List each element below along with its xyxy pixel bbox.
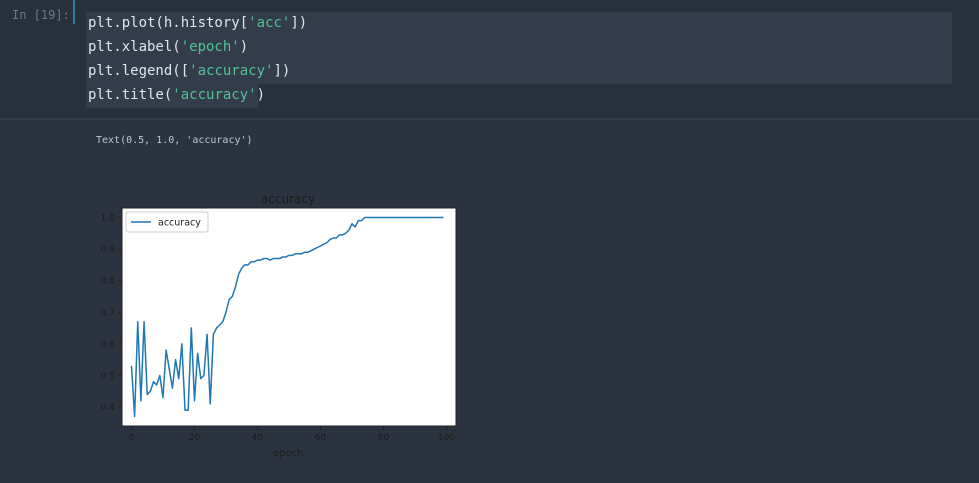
output-separator	[0, 118, 979, 120]
input-cell[interactable]: In [19]: plt.plot(h.history['acc']) plt.x…	[0, 0, 979, 118]
chart-title: accuracy	[261, 192, 315, 206]
code-token: plt.xlabel(	[88, 39, 181, 55]
code-token: )	[256, 87, 266, 103]
accuracy-chart: accuracy epoch 0 20 40 60 80 100 0.4 0.5 0.6 0.7 0…	[101, 192, 457, 459]
code-line-bg	[86, 84, 258, 108]
cell-focus-bar	[73, 0, 75, 24]
y-tick-label: 0.9	[101, 245, 116, 255]
code-token: plt.legend([	[88, 63, 190, 79]
chart-xlabel: epoch	[273, 448, 303, 459]
code-line: plt.title('accuracy')	[88, 86, 265, 104]
code-string-token: 'acc'	[248, 15, 291, 31]
cell-prompt: In [19]:	[12, 8, 70, 22]
x-tick-label: 80	[378, 433, 390, 443]
y-tick-label: 0.8	[101, 277, 116, 287]
code-string-token: 'accuracy'	[189, 63, 274, 79]
series-line-accuracy	[130, 216, 444, 418]
x-tick-label: 60	[315, 433, 327, 443]
code-token: plt.title(	[88, 87, 173, 103]
x-tick-label: 100	[438, 433, 455, 443]
y-tick-label: 0.4	[101, 403, 116, 413]
chart-legend	[125, 211, 209, 233]
code-token: plt.plot(h.history[	[88, 15, 249, 31]
y-tick-label: 0.5	[101, 371, 115, 381]
code-line: plt.plot(h.history['acc'])	[88, 14, 307, 32]
code-token: ])	[290, 15, 308, 31]
code-line: plt.legend(['accuracy'])	[88, 62, 290, 80]
x-tick-label: 20	[189, 433, 201, 443]
y-tick-label: 1.0	[101, 213, 116, 223]
output-text: Text(0.5, 1.0, 'accuracy')	[96, 135, 253, 146]
x-tick-label: 0	[129, 433, 135, 443]
code-token: )	[239, 39, 249, 55]
code-editor[interactable]	[86, 12, 952, 84]
code-token: ])	[273, 63, 291, 79]
y-tick-label: 0.7	[101, 308, 115, 318]
x-tick-label: 40	[252, 433, 264, 443]
code-line: plt.xlabel('epoch')	[88, 38, 248, 56]
code-string-token: 'epoch'	[180, 39, 240, 55]
code-string-token: 'accuracy'	[172, 87, 257, 103]
plot-area	[121, 207, 457, 427]
y-tick-label: 0.6	[101, 340, 116, 350]
legend-label: accuracy	[158, 218, 201, 229]
